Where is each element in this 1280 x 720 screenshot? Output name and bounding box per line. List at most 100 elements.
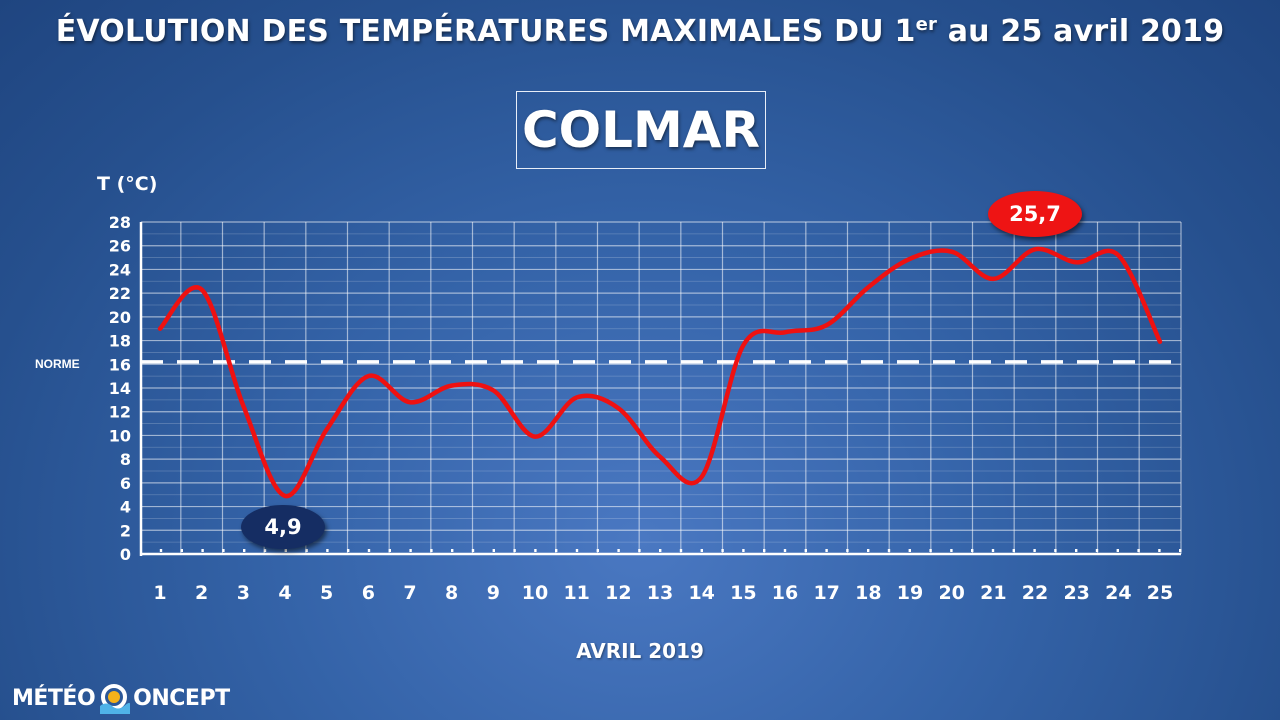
x-tick-label: 12 <box>605 582 631 604</box>
x-axis-label: AVRIL 2019 <box>576 639 704 663</box>
y-tick-label: 20 <box>109 308 131 327</box>
x-tick-label: 25 <box>1147 582 1173 604</box>
logo-text-left: MÉTÉO <box>12 685 96 711</box>
x-tick-label: 19 <box>897 582 923 604</box>
x-axis-minor-dot <box>825 549 828 552</box>
x-axis-minor-dot <box>638 549 641 552</box>
x-axis-minor-dot <box>1012 549 1015 552</box>
y-tick-label: 8 <box>120 450 131 469</box>
x-tick-label: 16 <box>772 582 798 604</box>
x-axis-minor-dot <box>305 549 308 552</box>
x-axis-minor-dot <box>513 549 516 552</box>
max-annotation-badge: 25,7 <box>988 191 1082 237</box>
x-axis-minor-dot <box>617 549 620 552</box>
axis-layer <box>139 222 1182 556</box>
y-tick-label: 10 <box>109 426 131 445</box>
x-axis-minor-dot <box>1179 549 1182 552</box>
x-axis-minor-dot <box>1054 549 1057 552</box>
x-axis-minor-dot <box>659 549 662 552</box>
x-tick-label: 20 <box>938 582 964 604</box>
y-tick-label: 12 <box>109 403 131 422</box>
y-tick-label: 18 <box>109 332 131 351</box>
y-tick-label: 28 <box>109 213 131 232</box>
x-axis-minor-dot <box>679 549 683 552</box>
x-axis-minor-dot <box>742 549 745 552</box>
y-tick-label: 0 <box>120 545 131 564</box>
x-axis-minor-dot <box>451 549 454 552</box>
x-tick-label: 1 <box>153 582 166 604</box>
x-axis-minor-dot <box>846 549 849 552</box>
title-main: ÉVOLUTION DES TEMPÉRATURES MAXIMALES DU … <box>55 14 916 49</box>
x-tick-label: 13 <box>647 582 673 604</box>
x-axis-minor-dot <box>492 549 495 552</box>
x-axis-minor-dot <box>908 549 911 552</box>
x-axis-minor-dot <box>804 549 807 552</box>
x-axis-minor-dot <box>867 549 870 552</box>
x-tick-label: 8 <box>445 582 458 604</box>
x-axis-minor-dot <box>1116 549 1119 552</box>
y-tick-label: 24 <box>109 260 131 279</box>
x-tick-label: 4 <box>278 582 291 604</box>
y-tick-label: 22 <box>109 284 131 303</box>
x-axis-minor-dot <box>284 549 287 552</box>
x-axis-minor-dot <box>596 549 599 552</box>
x-axis-minor-dot <box>409 549 412 552</box>
x-axis-minor-dot <box>326 549 329 552</box>
x-axis-minor-dot <box>971 549 974 552</box>
y-tick-label: 6 <box>120 474 131 493</box>
x-tick-label: 2 <box>195 582 208 604</box>
city-label: COLMAR <box>516 91 766 169</box>
x-axis-minor-dot <box>555 549 558 552</box>
x-axis-minor-dot <box>159 549 163 552</box>
x-axis-minor-dot <box>700 549 703 552</box>
x-tick-label: 11 <box>563 582 589 604</box>
x-tick-label: 22 <box>1022 582 1048 604</box>
x-tick-label: 18 <box>855 582 881 604</box>
x-tick-label: 14 <box>688 582 714 604</box>
min-annotation-badge: 4,9 <box>241 505 325 549</box>
title-superscript: er <box>915 14 938 35</box>
x-axis-minor-dot <box>1095 549 1099 552</box>
x-axis-minor-dot <box>950 549 953 552</box>
x-tick-label: 10 <box>522 582 548 604</box>
norme-label: NORME <box>35 357 80 371</box>
x-axis-minor-dot <box>575 549 579 552</box>
x-axis-minor-dot <box>1137 549 1140 552</box>
y-tick-label: 16 <box>109 355 131 374</box>
x-axis-minor-dot <box>783 549 787 552</box>
x-axis-minor-dot <box>1033 549 1036 552</box>
x-tick-label: 3 <box>237 582 250 604</box>
grid-layer <box>140 221 1182 555</box>
x-axis-minor-dot <box>367 549 371 552</box>
x-axis-minor-dot <box>263 549 267 552</box>
x-axis-minor-dot <box>222 549 225 552</box>
y-tick-label: 14 <box>109 379 131 398</box>
x-axis-minor-dot <box>991 549 995 552</box>
x-tick-label: 17 <box>813 582 839 604</box>
x-axis-minor-dot <box>929 549 932 552</box>
x-tick-label: 23 <box>1063 582 1089 604</box>
x-tick-label: 24 <box>1105 582 1131 604</box>
x-axis-minor-dot <box>887 549 891 552</box>
x-axis-minor-dot <box>201 549 204 552</box>
title-tail: au 25 avril 2019 <box>937 14 1225 49</box>
x-axis-minor-dot <box>243 549 246 552</box>
x-axis-minor-dot <box>534 549 537 552</box>
y-tick-label: 2 <box>120 521 131 540</box>
x-axis-minor-dot <box>1075 549 1078 552</box>
x-axis-minor-dot <box>388 549 391 552</box>
logo-text-right: ONCEPT <box>133 685 230 711</box>
x-tick-label: 7 <box>403 582 416 604</box>
x-axis-minor-dot <box>471 549 475 552</box>
chart-title: ÉVOLUTION DES TEMPÉRATURES MAXIMALES DU … <box>0 14 1280 49</box>
x-axis-minor-dot <box>763 549 766 552</box>
meteo-concept-logo: MÉTÉO ONCEPT <box>12 682 230 714</box>
logo-sun-icon <box>100 684 131 714</box>
x-tick-label: 5 <box>320 582 333 604</box>
x-tick-label: 15 <box>730 582 756 604</box>
temperature-series-line <box>157 246 1163 499</box>
x-tick-label: 21 <box>980 582 1006 604</box>
x-axis-minor-dot <box>430 549 433 552</box>
x-tick-label: 6 <box>362 582 375 604</box>
